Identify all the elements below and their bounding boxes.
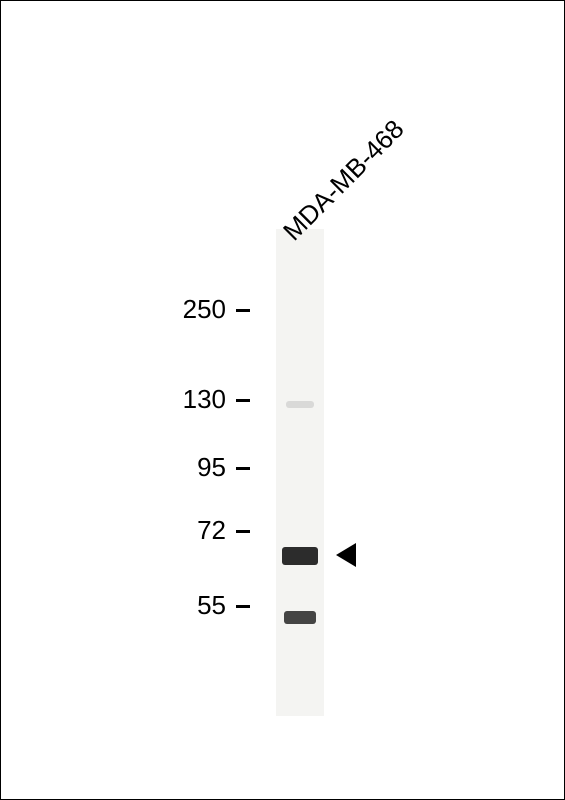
- blot-lane: [276, 229, 324, 716]
- western-blot-figure: MDA-MB-468 250 130 95 72 55: [0, 0, 565, 800]
- blot-band: [284, 611, 316, 624]
- blot-band: [282, 547, 318, 565]
- band-pointer-arrow: [336, 543, 356, 567]
- mw-tick: [236, 467, 250, 470]
- mw-tick: [236, 605, 250, 608]
- mw-label: 130: [166, 384, 226, 415]
- mw-tick: [236, 399, 250, 402]
- mw-tick: [236, 309, 250, 312]
- mw-label: 55: [166, 590, 226, 621]
- mw-tick: [236, 530, 250, 533]
- lane-label: MDA-MB-468: [277, 114, 410, 247]
- mw-label: 72: [166, 515, 226, 546]
- blot-band: [286, 401, 314, 408]
- mw-label: 250: [166, 294, 226, 325]
- mw-label: 95: [166, 452, 226, 483]
